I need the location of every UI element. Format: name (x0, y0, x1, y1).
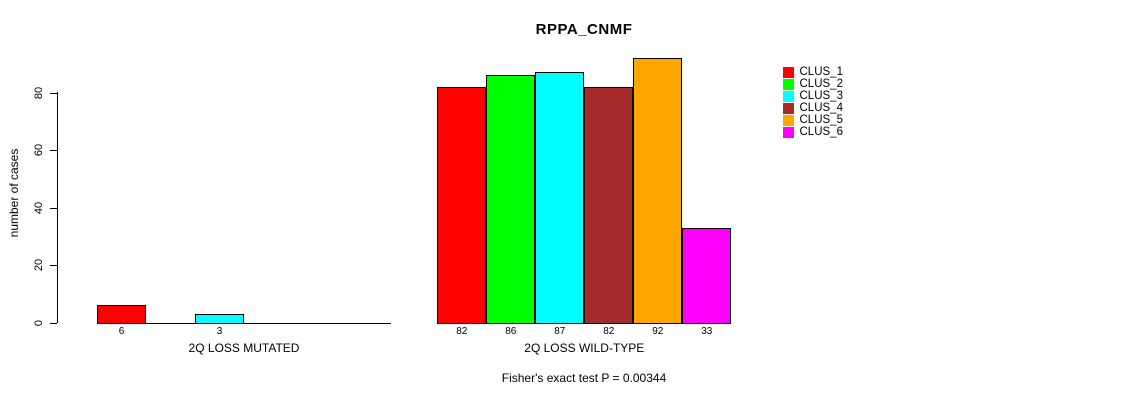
legend-swatch-clus_6 (782, 127, 794, 138)
y-axis-tick-label: 80 (33, 86, 45, 99)
bar-clus_5 (633, 58, 683, 324)
bar-value-label: 87 (554, 326, 566, 337)
legend-label: CLUS_5 (799, 114, 843, 126)
y-axis-tick (50, 92, 57, 94)
bar-clus_6 (682, 227, 732, 324)
y-axis-tick-label: 60 (33, 143, 45, 157)
bar-value-label: 92 (652, 326, 664, 337)
legend-label: CLUS_6 (799, 126, 843, 138)
legend-swatch-clus_4 (782, 103, 794, 114)
y-axis-tick (50, 265, 57, 266)
bar-value-label: 82 (456, 326, 468, 337)
legend-label: CLUS_3 (799, 90, 843, 102)
y-axis-tick (50, 207, 57, 209)
legend-label: CLUS_2 (799, 78, 843, 90)
y-axis-title: number of cases (7, 148, 21, 238)
y-axis-tick-label: 40 (33, 201, 45, 214)
bar-value-label: 86 (505, 326, 517, 337)
x-axis-group-label: 2Q LOSS MUTATED (188, 341, 300, 355)
fisher-test-annotation: Fisher's exact test P = 0.00344 (501, 371, 667, 385)
bar-value-label: 3 (216, 326, 223, 337)
bar-clus_2 (486, 75, 536, 324)
y-axis-tick-label: 0 (33, 319, 45, 326)
legend-swatch-clus_1 (782, 67, 794, 78)
legend-label: CLUS_1 (799, 66, 843, 78)
bar-clus_1 (97, 305, 146, 324)
chart-title: RPPA_CNMF (535, 21, 633, 38)
bar-value-label: 6 (118, 326, 125, 337)
legend-swatch-clus_2 (782, 79, 794, 90)
bar-value-label: 82 (603, 326, 615, 337)
x-axis-line (97, 322, 391, 324)
y-axis-line (57, 92, 58, 323)
bar-clus_4 (584, 86, 634, 324)
bar-clus_3 (535, 72, 585, 324)
y-axis-tick (50, 322, 57, 324)
legend-swatch-clus_3 (782, 91, 794, 102)
bar-value-label: 33 (701, 326, 713, 337)
y-axis-tick-label: 20 (33, 258, 45, 272)
bar-clus_1 (437, 86, 487, 324)
bar-clus_3 (195, 313, 244, 324)
y-axis-tick (50, 150, 57, 151)
legend-swatch-clus_5 (782, 115, 794, 126)
x-axis-group-label: 2Q LOSS WILD-TYPE (524, 341, 645, 355)
legend-label: CLUS_4 (799, 102, 843, 114)
